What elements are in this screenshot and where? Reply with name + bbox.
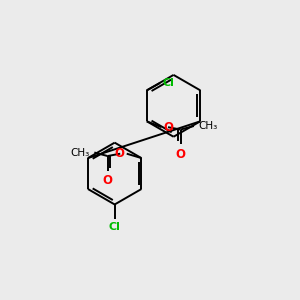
Text: Cl: Cl xyxy=(162,78,174,88)
Text: O: O xyxy=(114,147,124,160)
Text: O: O xyxy=(103,174,112,187)
Text: O: O xyxy=(176,148,186,161)
Text: CH₃: CH₃ xyxy=(198,121,218,131)
Text: CH₃: CH₃ xyxy=(71,148,90,158)
Text: Cl: Cl xyxy=(109,222,121,232)
Text: O: O xyxy=(163,121,173,134)
